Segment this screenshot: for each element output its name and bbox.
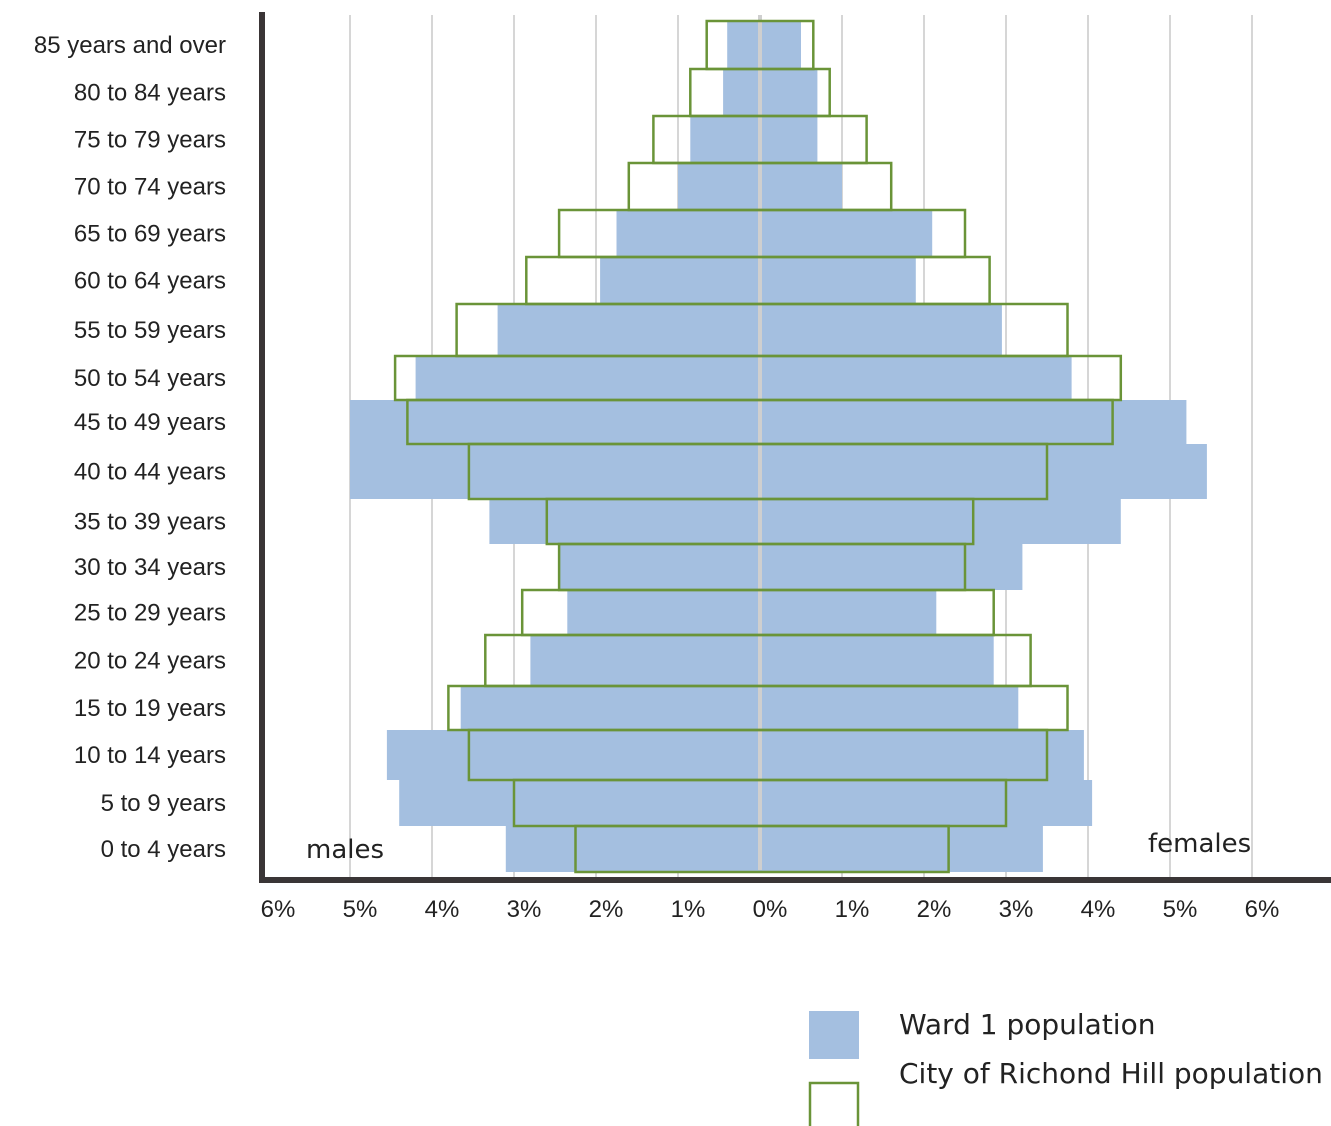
ward1-bar-female: [760, 590, 937, 635]
ward1-bar-female: [760, 499, 1121, 544]
ward1-bar-female: [760, 400, 1187, 444]
legend-label-city: City of Richond Hill population: [899, 1057, 1323, 1090]
age-group-label: 85 years and over: [34, 32, 226, 59]
females-label: females: [1148, 829, 1251, 859]
ward1-bar-female: [760, 356, 1072, 400]
ward1-bar-male: [559, 544, 760, 590]
x-tick-label: 1%: [835, 896, 870, 923]
x-tick-label: 3%: [999, 896, 1034, 923]
age-group-label: 60 to 64 years: [74, 268, 226, 295]
ward1-bar-male: [727, 21, 760, 69]
x-tick-label: 5%: [343, 896, 378, 923]
age-group-label: 45 to 49 years: [74, 409, 226, 436]
ward1-bar-female: [760, 304, 1002, 356]
age-group-label: 75 to 79 years: [74, 127, 226, 154]
ward1-bar-male: [690, 116, 760, 163]
ward1-bar-male: [567, 590, 760, 635]
age-group-labels: 85 years and over 80 to 84 years 75 to 79 …: [34, 32, 226, 863]
legend-label-ward1: Ward 1 population: [899, 1008, 1155, 1041]
ward1-bar-male: [350, 444, 760, 499]
ward1-bar-female: [760, 780, 1093, 826]
age-group-label: 5 to 9 years: [101, 790, 226, 817]
ward1-bar-female: [760, 826, 1043, 872]
ward1-bar-male: [723, 69, 760, 116]
age-group-label: 10 to 14 years: [74, 742, 226, 769]
ward1-bar-female: [760, 635, 994, 686]
ward1-bar-female: [760, 116, 818, 163]
x-tick-label: 2%: [589, 896, 624, 923]
age-group-label: 55 to 59 years: [74, 317, 226, 344]
x-tick-label: 1%: [671, 896, 706, 923]
city-bar: [574, 824, 950, 874]
age-group-label: 50 to 54 years: [74, 365, 226, 392]
x-tick-labels: 6% 5% 4% 3% 2% 1% 0% 1% 2% 3% 4% 5% 6%: [261, 896, 1280, 923]
ward1-bar-female: [760, 730, 1084, 780]
ward1-bar-male: [600, 257, 760, 304]
x-tick-label: 2%: [917, 896, 952, 923]
legend-swatch-ward1: [809, 1011, 859, 1059]
x-tick-label: 4%: [1081, 896, 1116, 923]
ward1-bar-male: [399, 780, 760, 826]
ward1-bar-male: [350, 400, 760, 444]
ward1-bar-male: [386, 730, 760, 780]
ward1-bar-female: [760, 69, 818, 116]
age-group-label: 30 to 34 years: [74, 554, 226, 581]
x-tick-label: 5%: [1163, 896, 1198, 923]
ward1-bar-male: [497, 304, 760, 356]
ward1-bar-male: [505, 826, 760, 872]
x-tick-label: 4%: [425, 896, 460, 923]
ward1-bar-female: [760, 21, 801, 69]
ward1-bar-female: [760, 544, 1023, 590]
x-tick-label: 0%: [753, 896, 788, 923]
age-group-label: 20 to 24 years: [74, 648, 226, 675]
ward1-bar-female: [760, 686, 1019, 730]
x-tick-label: 6%: [1245, 896, 1280, 923]
males-label: males: [306, 835, 384, 865]
ward1-bar-female: [760, 257, 916, 304]
ward1-bar-male: [678, 163, 760, 210]
age-group-label: 80 to 84 years: [74, 80, 226, 107]
age-group-label: 35 to 39 years: [74, 509, 226, 536]
ward1-bar-male: [530, 635, 760, 686]
ward1-bar-female: [760, 210, 933, 257]
age-group-label: 25 to 29 years: [74, 600, 226, 627]
age-group-label: 70 to 74 years: [74, 174, 226, 201]
x-tick-label: 6%: [261, 896, 296, 923]
age-group-label: 15 to 19 years: [74, 695, 226, 722]
x-tick-label: 3%: [507, 896, 542, 923]
ward1-bar-male: [489, 499, 760, 544]
age-group-label: 0 to 4 years: [101, 836, 226, 863]
ward1-series: [350, 21, 1207, 872]
legend-swatch-city: [808, 1081, 860, 1126]
legend: Ward 1 population City of Richond Hill p…: [808, 1008, 1323, 1126]
ward1-bar-male: [616, 210, 760, 257]
city-series: [393, 19, 1123, 874]
age-group-label: 65 to 69 years: [74, 221, 226, 248]
ward1-bar-male: [460, 686, 760, 730]
ward1-bar-male: [415, 356, 760, 400]
ward1-bar-female: [760, 163, 842, 210]
axes: [259, 12, 1331, 883]
age-group-label: 40 to 44 years: [74, 459, 226, 486]
ward1-bar-female: [760, 444, 1207, 499]
